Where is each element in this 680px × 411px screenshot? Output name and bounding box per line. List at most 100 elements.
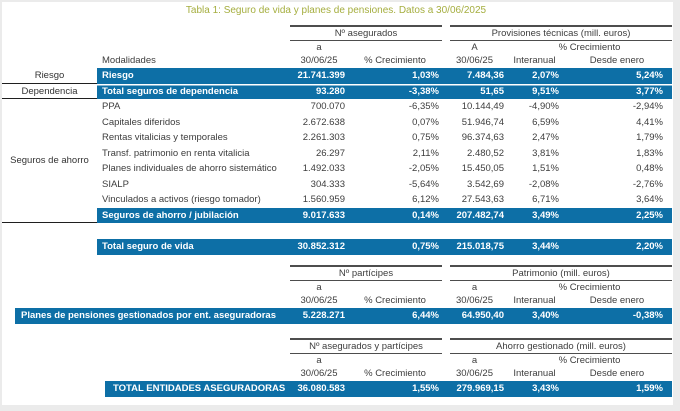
col-interanual: Interanual: [513, 295, 556, 306]
subheader-growth: % Crecimiento: [558, 355, 621, 366]
table1-column-headers: Modalidades 30/06/25 % Crecimiento 30/06…: [0, 54, 672, 68]
cell: 2.261.303: [302, 132, 345, 143]
column-group-participes: Nº partícipes: [290, 265, 442, 281]
page-edge: [0, 405, 680, 411]
table-row: SIALP 304.333 -5,64% 3.542,69 -2,08% -2,76%: [97, 177, 672, 193]
total-entities-table: Nº asegurados y partícipes Ahorro gestio…: [0, 338, 672, 397]
col-growth: % Crecimiento: [364, 55, 426, 66]
page-title: Tabla 1: Seguro de vida y planes de pens…: [185, 5, 487, 16]
cell: -2,76%: [632, 178, 663, 190]
cell: 2.672.638: [302, 116, 345, 128]
cell: 1,79%: [636, 132, 663, 143]
row-label: Seguros de ahorro / jubilación: [102, 209, 239, 221]
row-label: TOTAL ENTIDADES ASEGURADORAS: [113, 383, 286, 394]
cell: 93.280: [315, 85, 345, 97]
total-entities-row: TOTAL ENTIDADES ASEGURADORAS 36.080.583 …: [105, 381, 672, 397]
cell: 1.560.959: [302, 194, 345, 205]
cell: 2,25%: [636, 209, 663, 221]
page-edge: [0, 0, 2, 411]
table-row: Planes individuales de ahorro sistemátic…: [97, 161, 672, 177]
cell: 1,03%: [412, 70, 439, 81]
cell: 1,55%: [412, 383, 439, 394]
col-date: 30/06/25: [456, 368, 493, 379]
cell: 2,20%: [636, 241, 663, 252]
table-row: Seguros de ahorro / jubilación 9.017.633 0…: [97, 207, 672, 223]
table1-body: Riesgo 21.741.399 1,03% 7.484,36 2,07% 5,24% T…: [0, 68, 672, 223]
subheader-a: A: [471, 42, 478, 53]
column-group-asegurados-participes: Nº asegurados y partícipes: [290, 338, 442, 354]
cell: 0,75%: [412, 132, 439, 143]
table1-group-header: Nº asegurados Provisiones técnicas (mill…: [290, 25, 672, 41]
column-group-asegurados: Nº asegurados: [290, 25, 442, 41]
row-label: Total seguro de vida: [102, 241, 194, 252]
total-life-row: Total seguro de vida 30.852.312 0,75% 21…: [97, 239, 672, 255]
row-label: Riesgo: [102, 70, 134, 81]
cell: 3,81%: [532, 147, 559, 159]
row-label: Total seguros de dependencia: [102, 85, 239, 97]
cell: 700.070: [310, 101, 345, 112]
cell: 30.852.312: [297, 241, 345, 252]
row-label: Planes individuales de ahorro sistemátic…: [102, 163, 277, 174]
subheader-a: a: [316, 282, 322, 293]
col-date: 30/06/25: [456, 55, 493, 66]
cell: 3,49%: [532, 209, 559, 221]
cell: 10.144,49: [461, 101, 504, 112]
row-label: Capitales diferidos: [102, 116, 181, 128]
col-desde-enero: Desde enero: [589, 368, 645, 379]
page-edge: [673, 0, 680, 411]
cell: 215.018,75: [456, 241, 504, 252]
cell: 1,83%: [636, 147, 663, 159]
pension-plans-total-row: Planes de pensiones gestionados por ent.…: [15, 308, 672, 324]
cell: -5,64%: [408, 178, 439, 190]
col-modalidades: Modalidades: [102, 55, 156, 66]
cell: -2,08%: [528, 178, 559, 190]
table-row: PPA 700.070 -6,35% 10.144,49 -4,90% -2,94%: [97, 99, 672, 115]
column-group-ahorro-gestionado: Ahorro gestionado (mill. euros): [450, 338, 672, 354]
cell: 3,64%: [636, 194, 663, 205]
cell: 6,59%: [532, 116, 559, 128]
subheader-a: a: [471, 282, 478, 293]
table-row: Vinculados a activos (riesgo tomador) 1.5…: [97, 192, 672, 208]
cell: 207.482,74: [456, 209, 504, 221]
column-group-patrimonio: Patrimonio (mill. euros): [450, 265, 672, 281]
table3-subheader: a a % Crecimiento: [290, 354, 672, 367]
cell: 51.946,74: [461, 116, 504, 128]
col-date: 30/06/25: [300, 55, 338, 66]
cell: -6,35%: [408, 101, 439, 112]
cell: 3,44%: [532, 241, 559, 252]
subheader-growth: % Crecimiento: [558, 42, 621, 53]
cell: -4,90%: [528, 101, 559, 112]
cell: -0,38%: [632, 310, 663, 321]
row-group-label-ahorro: Seguros de ahorro: [2, 99, 97, 223]
cell: 9,51%: [532, 85, 559, 97]
cell: 0,75%: [412, 241, 439, 252]
col-growth: % Crecimiento: [364, 295, 426, 306]
cell: 5,24%: [636, 70, 663, 81]
col-interanual: Interanual: [513, 368, 556, 379]
table-row: Total seguros de dependencia 93.280 -3,38%…: [97, 83, 672, 99]
subheader-a: a: [316, 42, 322, 53]
cell: 0,14%: [412, 209, 439, 221]
cell: 3,40%: [532, 310, 559, 321]
cell: 3,77%: [636, 85, 663, 97]
cell: -2,05%: [408, 163, 439, 174]
subheader-a: a: [471, 355, 478, 366]
cell: 9.017.633: [302, 209, 345, 221]
cell: 36.080.583: [297, 383, 345, 394]
table2-group-header: Nº partícipes Patrimonio (mill. euros): [290, 265, 672, 281]
row-label: Vinculados a activos (riesgo tomador): [102, 194, 261, 205]
cell: 6,71%: [532, 194, 559, 205]
table-row: Riesgo 21.741.399 1,03% 7.484,36 2,07% 5,24%: [97, 68, 672, 84]
col-date: 30/06/25: [456, 295, 493, 306]
cell: 6,44%: [412, 310, 439, 321]
page-edge: [0, 0, 680, 2]
column-group-provisiones: Provisiones técnicas (mill. euros): [450, 25, 672, 41]
row-label: SIALP: [102, 178, 129, 190]
col-growth: % Crecimiento: [364, 368, 426, 379]
table2-column-headers: 30/06/25 % Crecimiento 30/06/25 Interanu…: [290, 294, 672, 308]
cell: 0,07%: [412, 116, 439, 128]
pension-plans-table: Nº partícipes Patrimonio (mill. euros) a…: [0, 265, 672, 324]
cell: 64.950,40: [461, 310, 504, 321]
row-label: PPA: [102, 101, 121, 112]
